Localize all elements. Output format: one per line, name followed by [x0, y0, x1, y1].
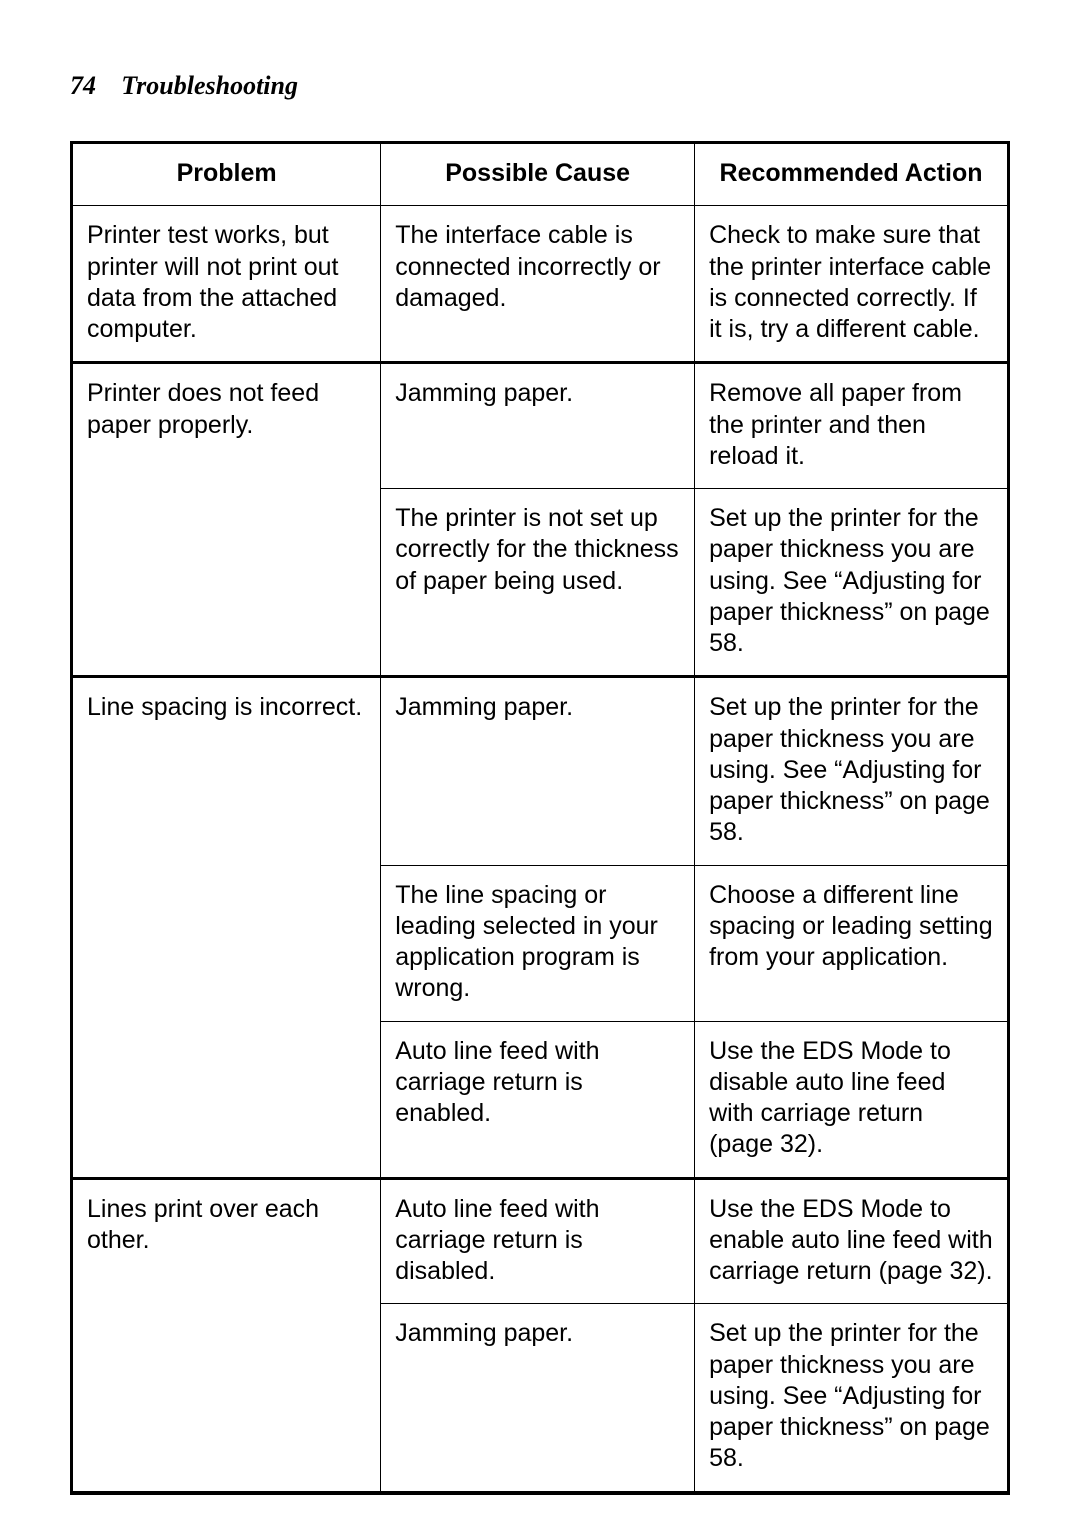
cell-cause: Jamming paper.: [381, 677, 695, 865]
cell-cause: The interface cable is connected incorre…: [381, 206, 695, 363]
cell-problem: Printer does not feed paper properly.: [72, 363, 381, 677]
col-header-cause: Possible Cause: [381, 143, 695, 206]
cell-cause: Jamming paper.: [381, 1304, 695, 1493]
running-header: 74 Troubleshooting: [70, 70, 1010, 101]
cell-cause: The line spacing or leading selected in …: [381, 865, 695, 1021]
cell-action: Use the EDS Mode to enable auto line fee…: [695, 1178, 1009, 1304]
table-row: Lines print over each other.Auto line fe…: [72, 1178, 1009, 1304]
cell-action: Set up the printer for the paper thickne…: [695, 1304, 1009, 1493]
table-body: Printer test works, but printer will not…: [72, 206, 1009, 1493]
col-header-problem: Problem: [72, 143, 381, 206]
cell-action: Remove all paper from the printer and th…: [695, 363, 1009, 489]
cell-cause: The printer is not set up correctly for …: [381, 489, 695, 677]
troubleshooting-table: Problem Possible Cause Recommended Actio…: [70, 141, 1010, 1495]
cell-problem: Lines print over each other.: [72, 1178, 381, 1493]
section-title: Troubleshooting: [121, 71, 298, 100]
col-header-action: Recommended Action: [695, 143, 1009, 206]
table-row: Printer does not feed paper properly.Jam…: [72, 363, 1009, 489]
table-header-row: Problem Possible Cause Recommended Actio…: [72, 143, 1009, 206]
cell-cause: Jamming paper.: [381, 363, 695, 489]
cell-action: Set up the printer for the paper thickne…: [695, 677, 1009, 865]
cell-action: Set up the printer for the paper thickne…: [695, 489, 1009, 677]
cell-problem: Line spacing is incorrect.: [72, 677, 381, 1178]
cell-cause: Auto line feed with carriage return is d…: [381, 1178, 695, 1304]
cell-problem: Printer test works, but printer will not…: [72, 206, 381, 363]
cell-cause: Auto line feed with carriage return is e…: [381, 1021, 695, 1178]
page: 74 Troubleshooting Problem Possible Caus…: [0, 0, 1080, 1495]
cell-action: Use the EDS Mode to disable auto line fe…: [695, 1021, 1009, 1178]
page-number: 74: [70, 71, 114, 100]
cell-action: Choose a different line spacing or leadi…: [695, 865, 1009, 1021]
table-row: Line spacing is incorrect.Jamming paper.…: [72, 677, 1009, 865]
cell-action: Check to make sure that the printer inte…: [695, 206, 1009, 363]
table-row: Printer test works, but printer will not…: [72, 206, 1009, 363]
